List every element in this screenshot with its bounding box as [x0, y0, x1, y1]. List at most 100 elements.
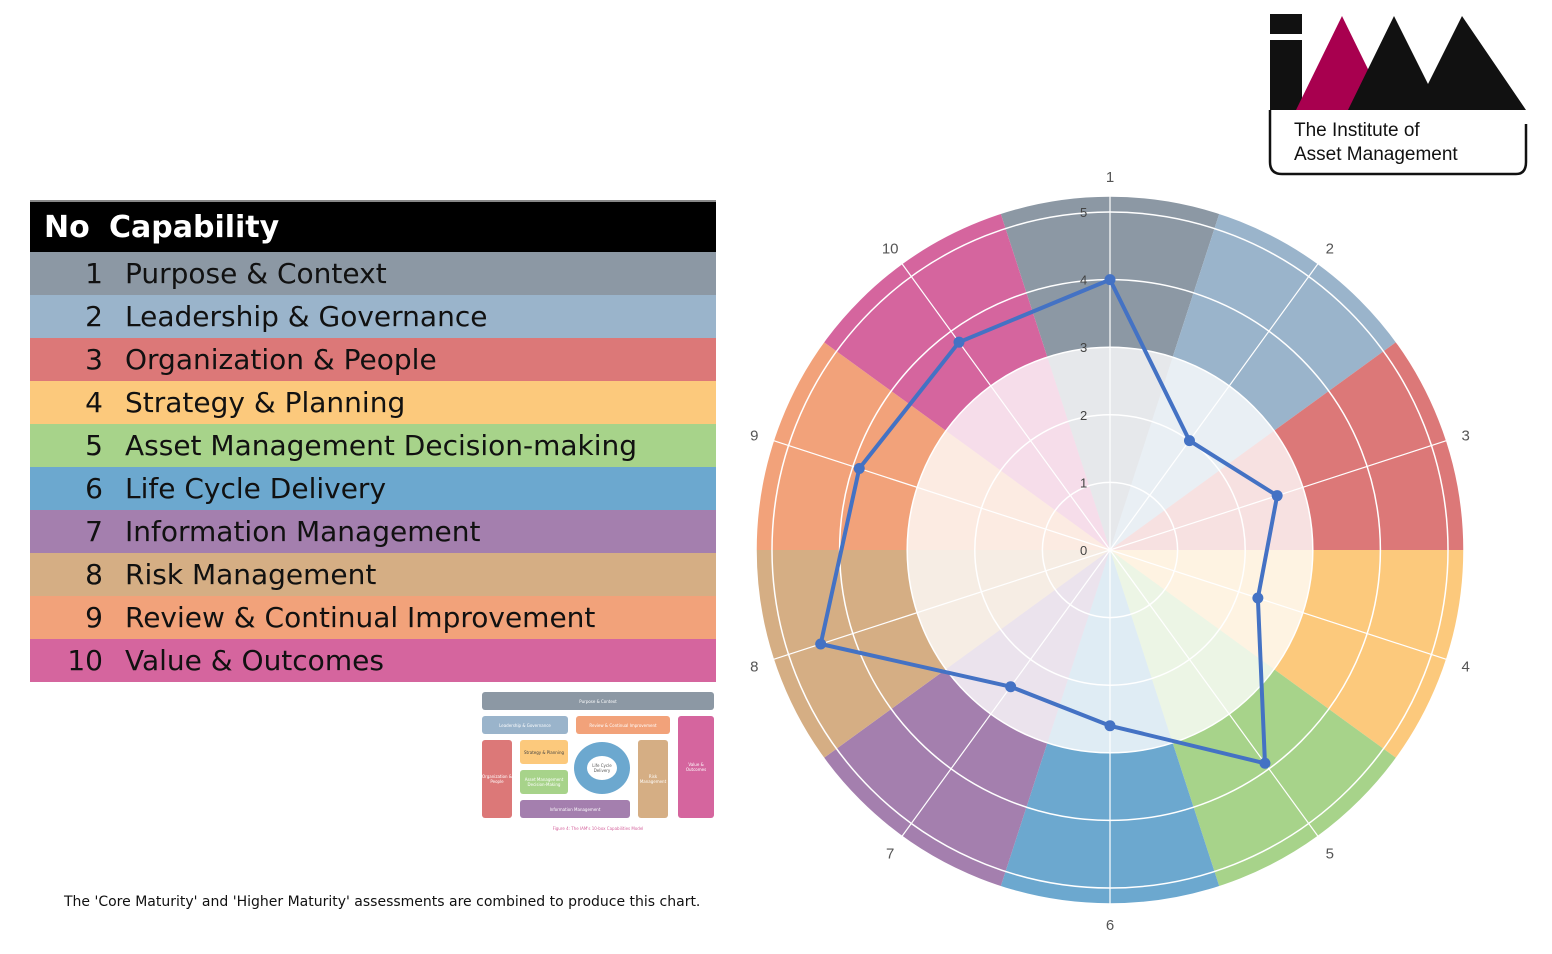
row-number: 10 — [67, 644, 103, 677]
capability-table: No Capability 1 Purpose & Context 2 Leader… — [30, 200, 716, 682]
row-label: Leadership & Governance — [125, 300, 488, 333]
logo-i-dot — [1270, 14, 1302, 34]
row-number: 8 — [85, 558, 103, 591]
thumb-box-organization: Organization & People — [482, 740, 512, 818]
radar-sector-inner-8 — [907, 550, 1110, 670]
table-row-9: 9 Review & Continual Improvement — [30, 596, 716, 639]
row-label: Information Management — [125, 515, 481, 548]
thumb-box-review: Review & Continual Improvement — [576, 716, 670, 734]
radar-labels: 0 1 2 3 4 5 1 2 3 4 5 6 7 8 9 10 — [750, 169, 1470, 934]
row-number: 2 — [85, 300, 103, 333]
radar-tick-label: 2 — [1080, 408, 1087, 423]
radar-tick-label: 5 — [1080, 205, 1087, 220]
radar-sector-outer-3 — [1274, 341, 1464, 550]
header-no: No — [44, 209, 90, 245]
radar-point-10 — [953, 336, 965, 348]
iam-logo-mark: The Institute of Asset Management — [1268, 14, 1528, 176]
radar-sector-inner-10 — [945, 356, 1110, 550]
radar-category-label: 7 — [886, 846, 894, 863]
thumb-box-lifecycle: Life Cycle Delivery — [574, 742, 630, 794]
radar-spoke-4 — [1109, 549, 1447, 660]
radar-point-1 — [1104, 274, 1116, 286]
radar-category-label: 3 — [1462, 427, 1470, 444]
radar-category-label: 8 — [750, 659, 758, 676]
radar-sector-outer-10 — [823, 213, 1048, 431]
radar-sector-outer-5 — [1172, 669, 1397, 887]
thumb-caption: Figure 4: The IAM's 10-box Capabilities … — [552, 825, 644, 831]
radar-spoke-8 — [773, 549, 1111, 660]
radar-spoke-5 — [1109, 549, 1319, 837]
radar-category-label: 10 — [882, 240, 899, 257]
radar-category-label: 9 — [750, 427, 758, 444]
table-row-6: 6 Life Cycle Delivery — [30, 467, 716, 510]
radar-spoke-7 — [901, 549, 1111, 837]
row-label: Value & Outcomes — [125, 644, 384, 677]
row-label: Organization & People — [125, 343, 437, 376]
row-number: 4 — [85, 386, 103, 419]
row-number: 5 — [85, 429, 103, 462]
table-row-2: 2 Leadership & Governance — [30, 295, 716, 338]
row-number: 1 — [85, 257, 103, 290]
radar-category-label: 2 — [1326, 240, 1334, 257]
thumb-box-information: Information Management — [520, 800, 630, 818]
radar-category-label: 6 — [1106, 917, 1114, 934]
row-number: 3 — [85, 343, 103, 376]
radar-point-6 — [1104, 720, 1116, 732]
table-row-8: 8 Risk Management — [30, 553, 716, 596]
radar-sector-outer-9 — [756, 341, 946, 550]
logo-m-shape — [1348, 16, 1526, 110]
table-header: No Capability — [30, 200, 716, 252]
logo-line-2: Asset Management — [1294, 144, 1458, 165]
iam-logo: The Institute of Asset Management — [1266, 12, 1530, 178]
radar-tick-label: 1 — [1080, 475, 1087, 490]
radar-tick-label: 3 — [1080, 340, 1087, 355]
table-row-3: 3 Organization & People — [30, 338, 716, 381]
radar-point-5 — [1259, 757, 1271, 769]
thumb-box-risk: Risk Management — [638, 740, 668, 818]
thumb-box-value: Value & Outcomes — [678, 716, 714, 818]
radar-sector-inner-9 — [907, 430, 1110, 550]
thumb-lifecycle-label: Life Cycle Delivery — [587, 756, 617, 780]
table-row-10: 10 Value & Outcomes — [30, 639, 716, 682]
row-label: Purpose & Context — [125, 257, 387, 290]
radar-point-7 — [1005, 681, 1017, 693]
radar-spoke-2 — [1109, 263, 1319, 551]
table-row-5: 5 Asset Management Decision-making — [30, 424, 716, 467]
radar-category-label: 5 — [1326, 846, 1334, 863]
radar-sectors — [756, 196, 1464, 905]
table-row-7: 7 Information Management — [30, 510, 716, 553]
radar-point-8 — [815, 638, 827, 650]
row-label: Life Cycle Delivery — [125, 472, 387, 505]
row-label: Review & Continual Improvement — [125, 601, 596, 634]
radar-sector-outer-7 — [823, 669, 1048, 887]
radar-sector-outer-8 — [756, 550, 946, 759]
radar-category-label: 4 — [1462, 659, 1470, 676]
thumb-box-leadership: Leadership & Governance — [482, 716, 568, 734]
radar-point-2 — [1183, 435, 1195, 447]
thumb-box-strategy: Strategy & Planning — [520, 740, 568, 764]
table-row-4: 4 Strategy & Planning — [30, 381, 716, 424]
radar-sector-outer-2 — [1172, 213, 1397, 431]
radar-point-4 — [1252, 592, 1264, 604]
thumb-box-decision: Asset Management Decision-Making — [520, 770, 568, 794]
radar-category-label: 1 — [1106, 169, 1114, 186]
radar-sector-inner-7 — [945, 550, 1110, 744]
logo-line-1: The Institute of — [1294, 120, 1420, 141]
radar-spoke-9 — [773, 440, 1111, 551]
radar-point-3 — [1271, 490, 1283, 502]
thumb-box-purpose: Purpose & Context — [482, 692, 714, 710]
footnote: The 'Core Maturity' and 'Higher Maturity… — [64, 894, 701, 910]
logo-i-stem — [1270, 40, 1302, 110]
radar-sector-inner-2 — [1110, 356, 1275, 550]
logo-frame — [1268, 110, 1528, 176]
radar-tick-label: 4 — [1080, 273, 1087, 288]
radar-series — [815, 274, 1283, 769]
row-number: 7 — [85, 515, 103, 548]
header-capability: Capability — [109, 209, 280, 245]
row-number: 6 — [85, 472, 103, 505]
row-label: Risk Management — [125, 558, 377, 591]
radar-sector-outer-4 — [1274, 550, 1464, 759]
capabilities-model-thumbnail: Purpose & Context Leadership & Governanc… — [480, 690, 716, 834]
row-number: 9 — [85, 601, 103, 634]
